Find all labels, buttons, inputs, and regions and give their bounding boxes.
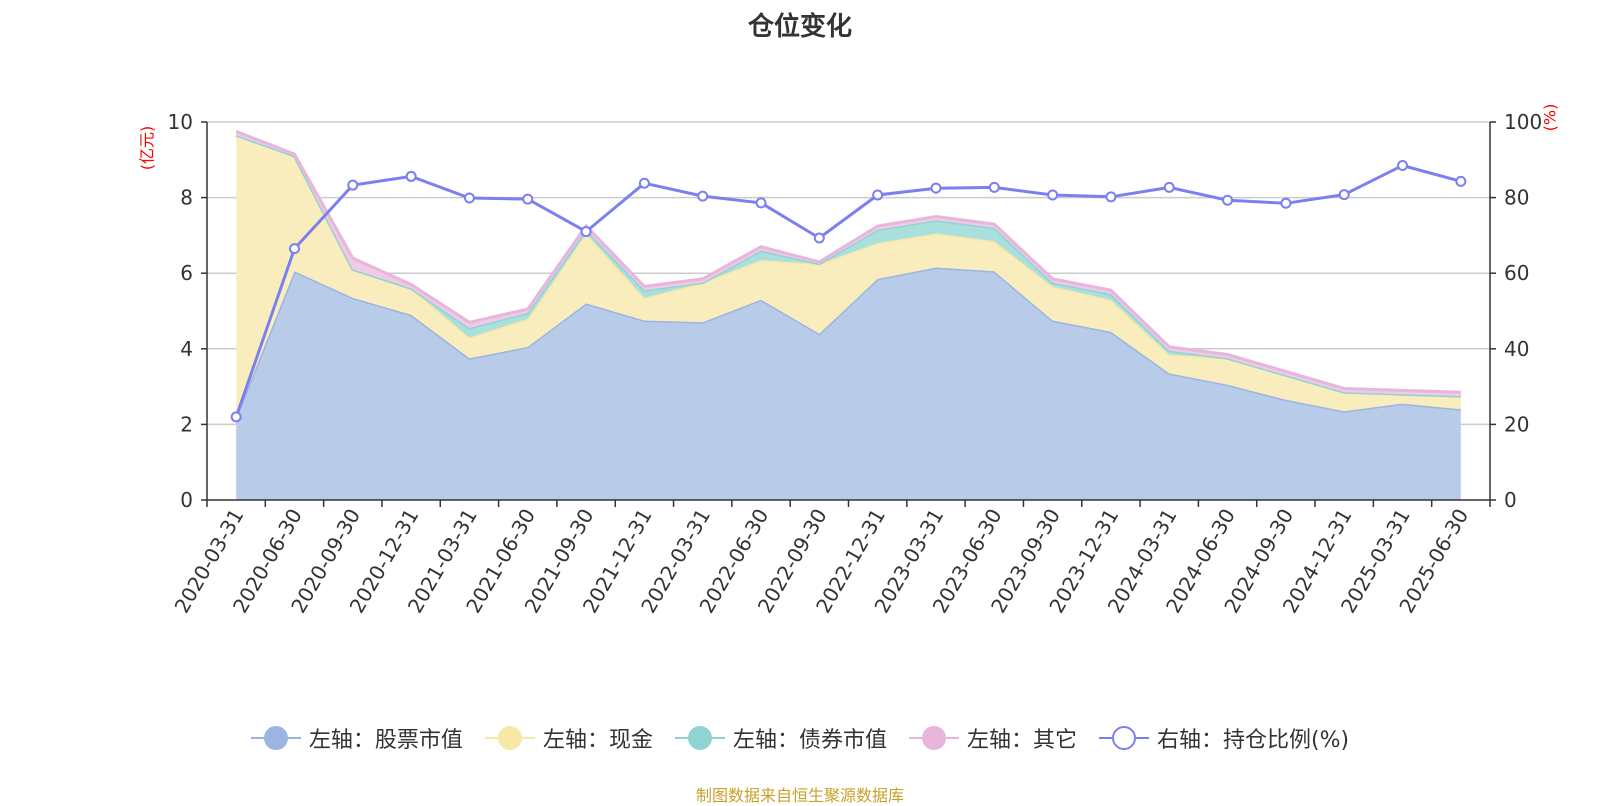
stock-area — [236, 267, 1461, 500]
legend-item-bond[interactable]: 左轴：债券市值 — [674, 722, 887, 754]
ratio-point — [1105, 191, 1117, 203]
legend-item-ratio[interactable]: 右轴：持仓比例(%) — [1098, 722, 1350, 754]
right-axis-tick-label: 20 — [1504, 412, 1529, 436]
ratio-point — [1338, 189, 1350, 201]
chart-legend: 左轴：股票市值 左轴：现金 左轴：债券市值 左轴：其它 右轴：持仓比例(%) — [0, 722, 1600, 754]
legend-label: 左轴：股票市值 — [308, 728, 463, 753]
chart-title: 仓位变化 — [747, 12, 852, 42]
legend-label: 左轴：其它 — [966, 728, 1077, 753]
ratio-point — [1455, 175, 1467, 187]
legend-label: 左轴：现金 — [542, 728, 653, 753]
left-axis-tick-label: 6 — [180, 261, 193, 285]
right-axis-tick-label: 80 — [1504, 186, 1529, 210]
ratio-line — [234, 163, 1462, 418]
ratio-point — [638, 177, 650, 189]
ratio-point — [288, 243, 300, 255]
right-axis-tick-label: 100 — [1504, 110, 1542, 134]
right-axis-tick-label: 60 — [1504, 261, 1529, 285]
ratio-point — [988, 181, 1000, 193]
left-axis-tick-label: 4 — [180, 337, 193, 361]
other-line — [235, 130, 1461, 394]
left-axis-tick-label: 2 — [180, 412, 193, 436]
ratio-point — [697, 190, 709, 202]
legend-item-cash[interactable]: 左轴：现金 — [484, 722, 653, 754]
legend-label: 右轴：持仓比例(%) — [1156, 728, 1350, 753]
legend-item-other[interactable]: 左轴：其它 — [908, 722, 1077, 754]
ratio-point — [405, 170, 417, 182]
right-axis-tick-label: 0 — [1504, 488, 1517, 512]
ratio-point — [872, 189, 884, 201]
ratio-point — [1280, 197, 1292, 209]
legend-marker-icon — [674, 726, 725, 750]
data-source-note: 制图数据来自恒生聚源数据库 — [695, 786, 904, 805]
ratio-point — [1397, 159, 1409, 171]
ratio-point — [522, 193, 534, 205]
legend-label: 左轴：债券市值 — [732, 728, 887, 753]
chart-canvas: 02468100204060801002020-03-312020-06-302… — [168, 110, 1543, 617]
legend-marker-icon — [908, 726, 959, 750]
left-axis-tick-label: 8 — [180, 186, 193, 210]
ratio-point — [1047, 189, 1059, 201]
cash-area — [236, 135, 1461, 417]
ratio-point — [1163, 181, 1175, 193]
legend-marker-icon — [1098, 726, 1149, 750]
ratio-point — [230, 411, 242, 423]
ratio-point — [755, 197, 767, 209]
legend-marker-icon — [484, 726, 535, 750]
ratio-point — [580, 226, 592, 238]
ratio-point — [813, 232, 825, 244]
legend-item-stock[interactable]: 左轴：股票市值 — [250, 722, 463, 754]
legend-marker-icon — [250, 726, 301, 750]
ratio-point — [463, 192, 475, 204]
right-axis-tick-label: 40 — [1504, 337, 1529, 361]
left-axis-tick-label: 10 — [168, 110, 193, 134]
ratio-point — [930, 182, 942, 194]
ratio-point — [1222, 194, 1234, 206]
ratio-point — [347, 179, 359, 191]
left-axis-tick-label: 0 — [180, 488, 193, 512]
